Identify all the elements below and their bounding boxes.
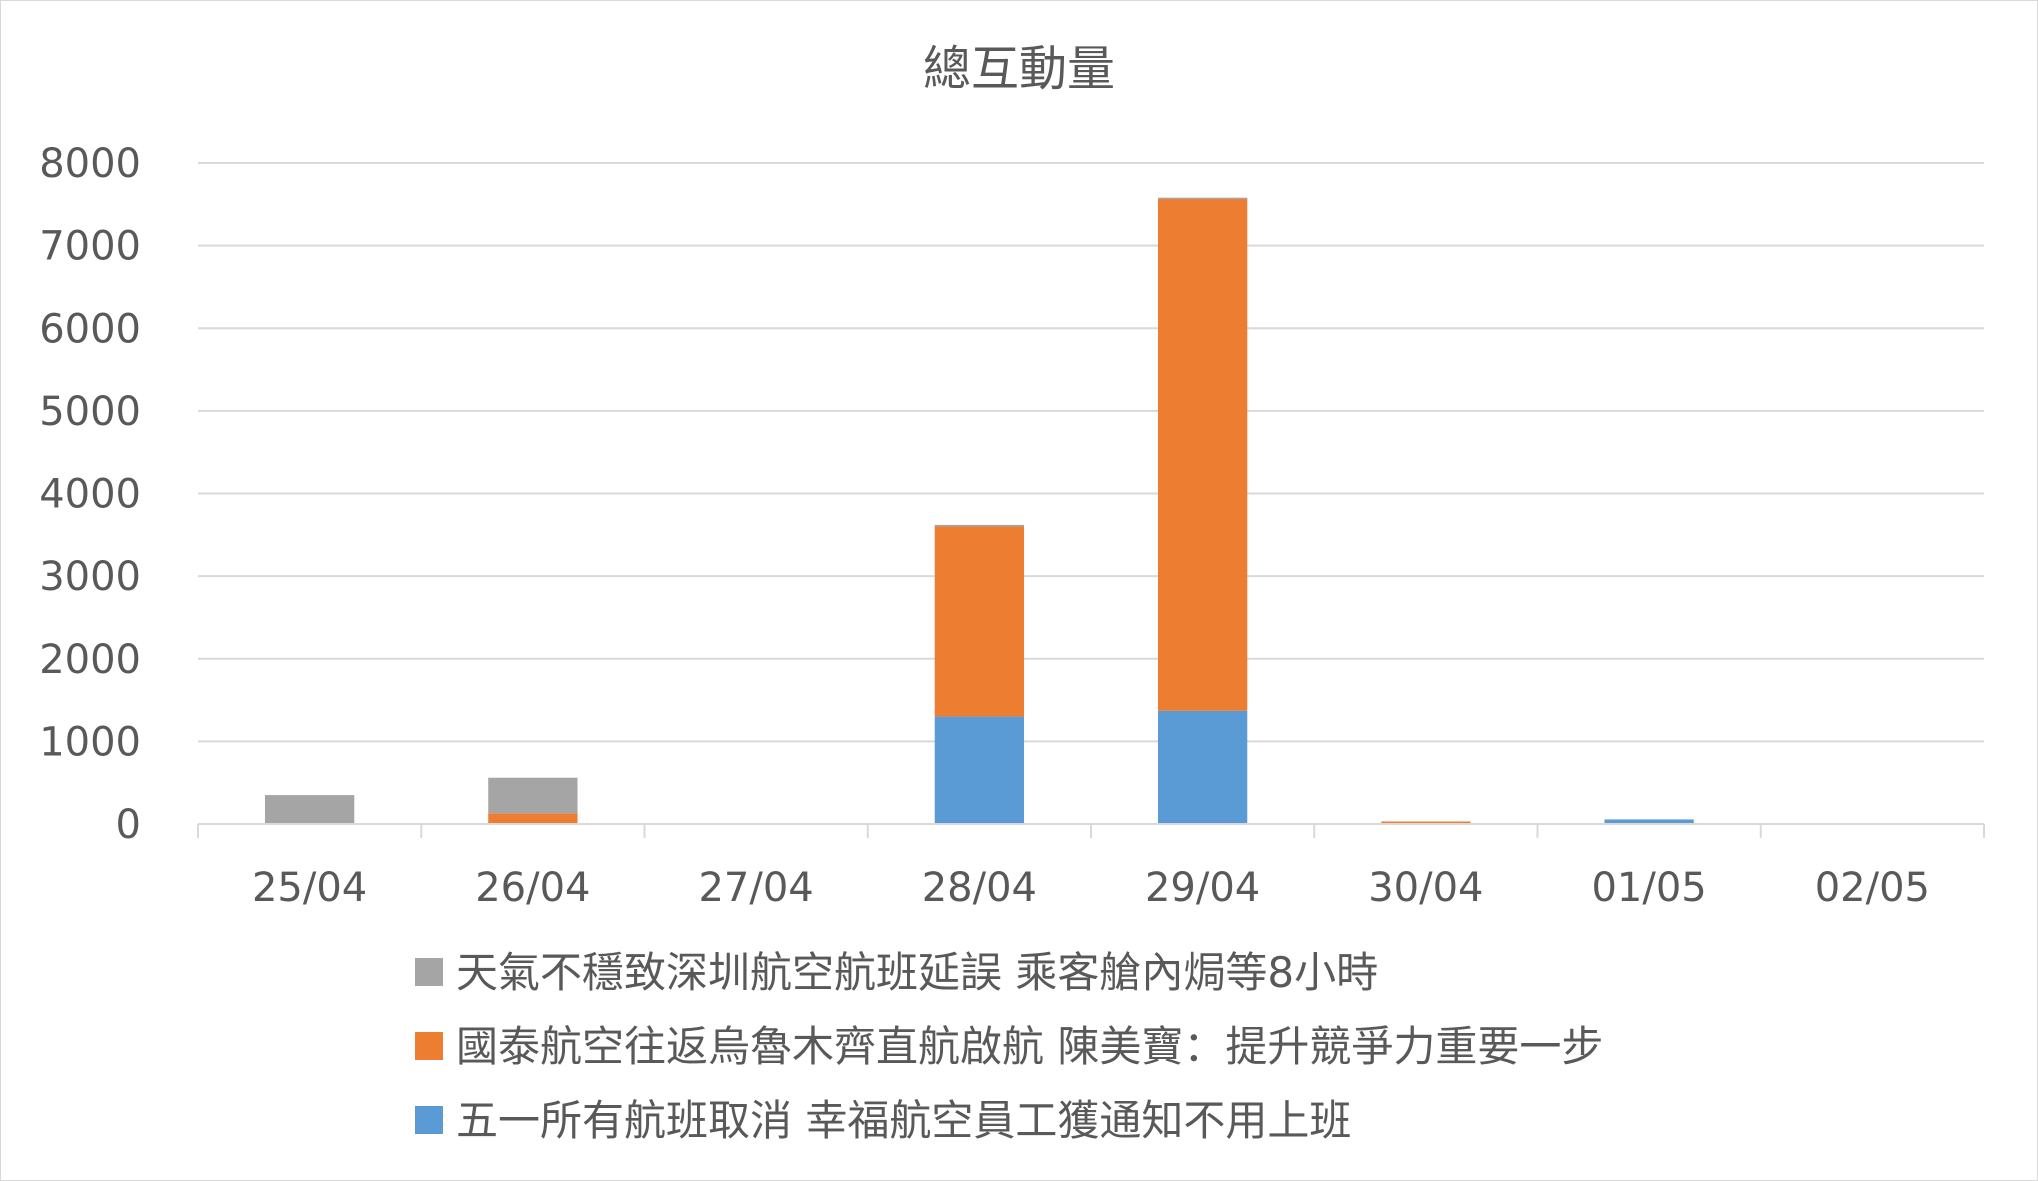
bars <box>264 197 1694 824</box>
y-tick-label: 2000 <box>39 637 141 683</box>
x-tick-label: 30/04 <box>1368 865 1483 911</box>
x-tick-label: 28/04 <box>922 865 1037 911</box>
x-tick-label: 25/04 <box>252 865 367 911</box>
bar-segment <box>1381 821 1471 824</box>
bar-segment <box>264 795 355 824</box>
bar-segment <box>934 716 1025 824</box>
legend-label: 五一所有航班取消 幸福航空員工獲通知不用上班 <box>456 1096 1351 1145</box>
bar-segment <box>1157 198 1248 711</box>
x-tick-label: 26/04 <box>475 865 590 911</box>
y-tick-label: 3000 <box>39 554 141 600</box>
legend-label: 國泰航空往返烏魯木齊直航啟航 陳美寶：提升競爭力重要一步 <box>456 1022 1603 1071</box>
y-tick-label: 6000 <box>39 306 141 352</box>
legend-swatch <box>415 1032 443 1060</box>
y-tick-label: 1000 <box>39 719 141 765</box>
bar-segment <box>1604 819 1694 824</box>
y-tick-label: 5000 <box>39 389 141 435</box>
bar-segment <box>1157 710 1248 824</box>
bar-segment <box>488 777 578 814</box>
gridlines <box>198 162 1984 743</box>
y-tick-label: 8000 <box>39 141 141 187</box>
x-axis-tick-labels: 25/04 26/04 27/04 28/04 29/04 30/04 01/05 02/05 <box>252 865 1930 911</box>
bar-segment <box>1157 197 1248 200</box>
x-tick-label: 02/05 <box>1815 865 1930 911</box>
legend-swatch <box>415 958 443 986</box>
y-tick-label: 4000 <box>39 472 141 518</box>
x-tick-label: 29/04 <box>1145 865 1260 911</box>
legend-label: 天氣不穩致深圳航空航班延誤 乘客艙內焗等8小時 <box>456 948 1378 997</box>
bar-segment <box>934 524 1025 527</box>
y-tick-label: 7000 <box>39 224 141 270</box>
chart-title: 總互動量 <box>923 41 1115 97</box>
x-axis <box>197 823 1985 838</box>
bar-segment <box>488 813 578 824</box>
y-axis-tick-labels: 0 1000 2000 3000 4000 5000 6000 7000 8000 <box>39 141 141 848</box>
x-tick-label: 27/04 <box>698 865 813 911</box>
bar-segment <box>934 526 1025 717</box>
x-tick-label: 01/05 <box>1591 865 1706 911</box>
legend-swatch <box>415 1106 443 1134</box>
y-tick-label: 0 <box>116 802 141 848</box>
